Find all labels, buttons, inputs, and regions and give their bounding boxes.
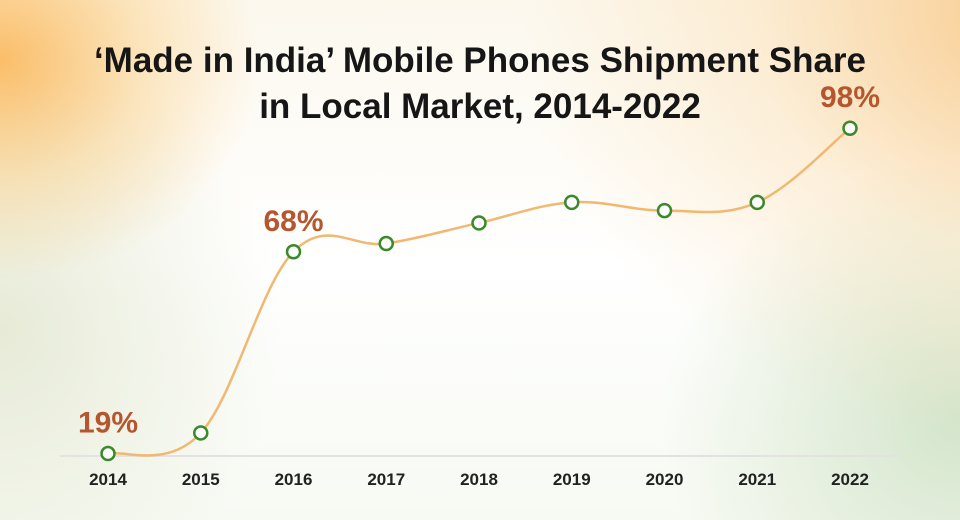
x-tick-label-2019: 2019 — [553, 470, 591, 489]
series-line — [107, 127, 851, 457]
x-tick-label-2015: 2015 — [182, 470, 220, 489]
chart-title-line1: ‘Made in India’ Mobile Phones Shipment S… — [93, 41, 867, 80]
x-tick-label-2021: 2021 — [738, 470, 776, 489]
data-label-2022: 98% — [820, 81, 880, 114]
data-label-2014: 19% — [78, 407, 138, 440]
data-point-2016 — [285, 244, 302, 260]
x-tick-label-2017: 2017 — [367, 470, 405, 489]
x-tick-label-2014: 2014 — [89, 470, 127, 489]
data-point-2017 — [378, 235, 394, 252]
x-tick-label-2016: 2016 — [275, 470, 313, 489]
data-point-2014 — [100, 445, 116, 462]
chart-title: ‘Made in India’ Mobile Phones Shipment S… — [0, 38, 960, 130]
data-point-2022 — [842, 120, 858, 136]
x-tick-label-2020: 2020 — [646, 470, 684, 489]
data-label-2016: 68% — [263, 205, 323, 238]
x-tick-label-2018: 2018 — [460, 470, 498, 489]
chart-title-line2: in Local Market, 2014-2022 — [259, 87, 701, 126]
data-point-2021 — [749, 194, 765, 211]
data-point-2020 — [656, 202, 673, 219]
data-point-2018 — [471, 215, 487, 231]
data-point-2015 — [193, 425, 209, 441]
x-tick-label-2022: 2022 — [831, 470, 869, 489]
data-point-2019 — [564, 194, 580, 211]
